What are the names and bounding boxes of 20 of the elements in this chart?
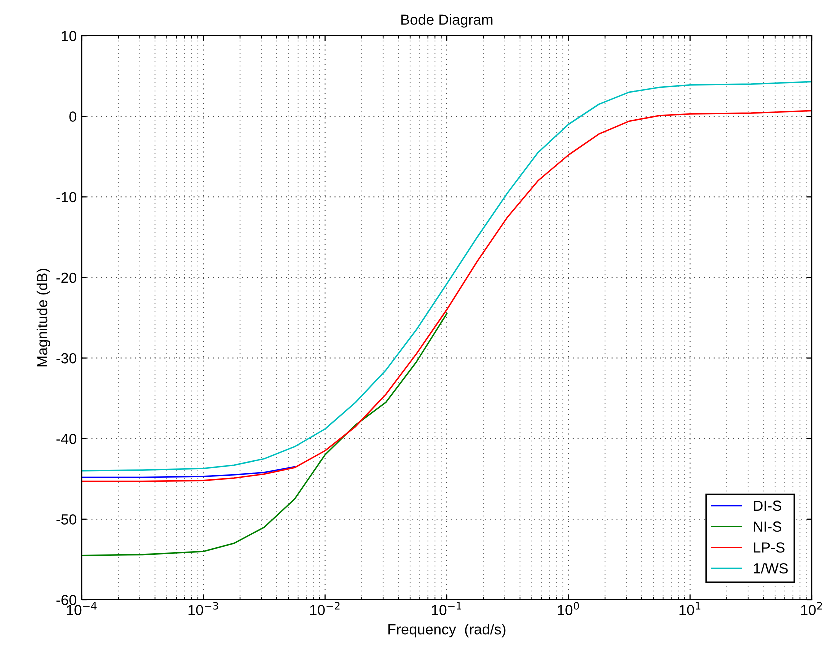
y-tick-label: -30 bbox=[56, 353, 77, 364]
y-tick-label: -10 bbox=[56, 192, 77, 203]
y-tick-label: -20 bbox=[56, 272, 77, 284]
legend-label: LP-S bbox=[754, 542, 785, 553]
x-tick-label: 10$^{2}$ bbox=[801, 602, 822, 616]
chart-title: Bode Diagram bbox=[402, 14, 493, 28]
y-tick-label: -40 bbox=[56, 434, 77, 444]
y-tick-label: 0 bbox=[70, 112, 77, 122]
x-tick-label: 10$^{−3}$ bbox=[188, 602, 218, 616]
legend-label: DI-S bbox=[754, 500, 782, 512]
x-axis-title: Frequency (rad/s) bbox=[388, 624, 506, 638]
legend-label: 1/WS bbox=[754, 563, 788, 574]
y-tick-label: -50 bbox=[56, 514, 77, 525]
y-tick-label: 10 bbox=[62, 31, 77, 42]
x-tick-label: 10$^{1}$ bbox=[680, 602, 701, 616]
y-axis-title: Magnitude (dB) bbox=[36, 269, 51, 367]
x-tick-label: 10$^{−1}$ bbox=[432, 602, 462, 616]
x-tick-label: 10$^{0}$ bbox=[558, 602, 580, 616]
legend-label: NI-S bbox=[754, 522, 782, 532]
x-tick-label: 10$^{−2}$ bbox=[310, 602, 340, 616]
